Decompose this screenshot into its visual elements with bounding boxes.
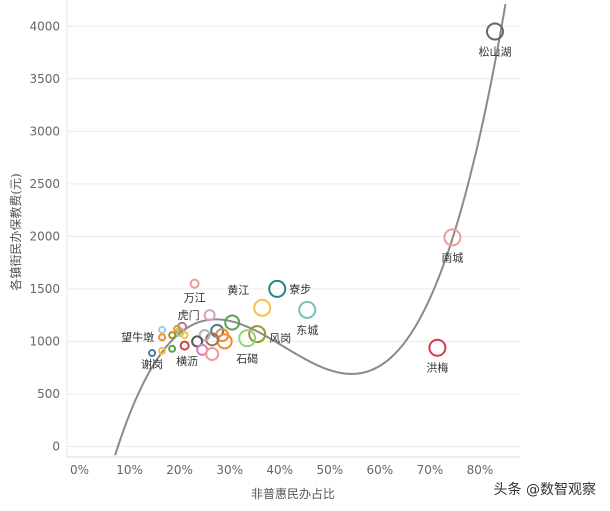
y-tick-label: 1500: [29, 282, 60, 296]
x-tick-label: 10%: [116, 463, 143, 477]
x-axis-label: 非普惠民办占比: [251, 486, 335, 501]
x-tick-label: 0%: [70, 463, 89, 477]
y-tick-label: 2500: [29, 177, 60, 191]
point-label: 松山湖: [478, 45, 511, 59]
point-label: 万江: [184, 292, 206, 305]
watermark: 头条 @数智观察: [493, 482, 596, 498]
data-point: [253, 298, 272, 317]
data-point: [268, 279, 287, 298]
y-tick-label: 3500: [29, 72, 60, 86]
data-point: [173, 324, 182, 333]
data-point: [189, 278, 200, 289]
data-point: [485, 22, 504, 41]
data-point: [158, 333, 167, 342]
data-point: [179, 340, 190, 351]
x-tick-label: 50%: [316, 463, 343, 477]
x-tick-label: 40%: [266, 463, 293, 477]
data-point: [158, 325, 167, 334]
y-tick-label: 0: [52, 439, 60, 453]
data-points: [148, 22, 504, 362]
point-label: 寮步: [289, 282, 311, 296]
point-label: 风岗: [269, 332, 291, 345]
data-point: [148, 348, 157, 357]
y-tick-label: 1000: [29, 334, 60, 348]
point-label: 东城: [296, 324, 318, 337]
point-label: 南城: [441, 251, 463, 264]
data-point: [248, 325, 267, 344]
y-axis-label: 各镇街民办保教费(元): [8, 173, 23, 290]
point-label: 谢岗: [141, 357, 163, 371]
data-point: [168, 331, 177, 340]
point-label: 洪梅: [426, 361, 448, 375]
y-tick-label: 4000: [29, 19, 60, 33]
data-point: [198, 329, 211, 342]
y-axis: 0 500 1000 1500 2000 2500 3000 3500 4000: [29, 19, 60, 453]
data-point: [158, 346, 167, 355]
data-point: [180, 331, 189, 340]
data-point: [428, 338, 447, 357]
point-label: 石碣: [236, 352, 258, 365]
x-tick-label: 80%: [467, 463, 494, 477]
grid: [67, 25, 520, 447]
point-label: 望牛墩: [121, 330, 154, 344]
x-tick-label: 20%: [166, 463, 193, 477]
trend-line: [114, 3, 507, 456]
x-tick-label: 70%: [417, 463, 444, 477]
x-tick-label: 60%: [367, 463, 394, 477]
x-axis: 0% 10% 20% 30% 40% 50% 60% 70% 80%: [70, 463, 493, 477]
data-point: [443, 228, 462, 247]
data-point: [168, 344, 177, 353]
data-point: [205, 347, 220, 362]
point-label: 黄江: [227, 283, 249, 297]
data-point: [238, 329, 257, 348]
data-point: [298, 300, 317, 319]
x-tick-label: 30%: [216, 463, 243, 477]
y-tick-label: 2000: [29, 229, 60, 243]
y-tick-label: 3000: [29, 124, 60, 138]
point-label: 虎门: [178, 308, 200, 322]
data-point: [224, 314, 241, 331]
y-tick-label: 500: [37, 387, 60, 401]
data-point: [191, 335, 204, 348]
data-point: [203, 309, 216, 322]
point-label: 横沥: [176, 354, 198, 368]
